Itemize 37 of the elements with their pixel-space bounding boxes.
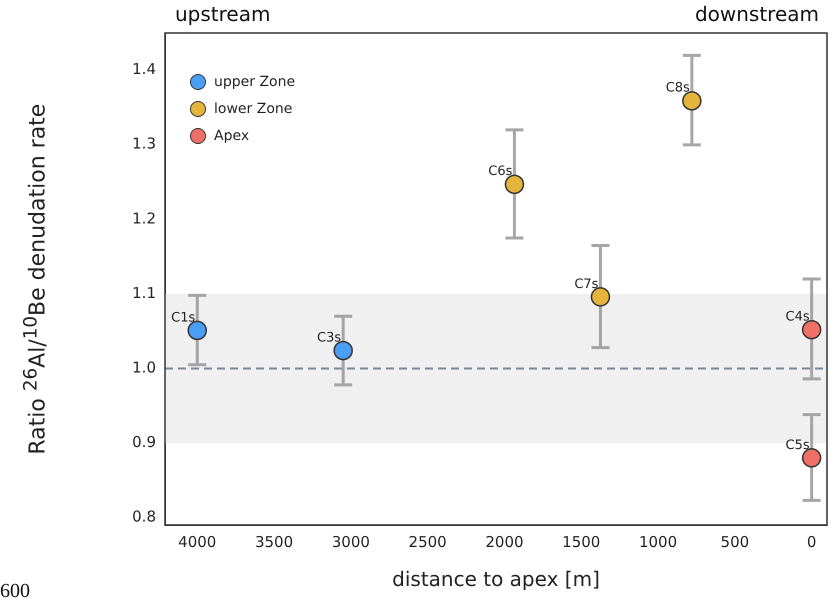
annotation: C7s [574, 276, 599, 292]
text: 600 [0, 580, 30, 603]
text: upstream [175, 2, 270, 26]
annotation: C3s [317, 330, 342, 346]
y-tick-label: 1.2 [132, 209, 156, 228]
point [590, 287, 610, 307]
point [802, 448, 822, 468]
point [333, 340, 353, 360]
x-tick-label: 2500 [408, 532, 447, 551]
y-tick-label: 1.1 [132, 284, 156, 302]
y-tick-label: 1.4 [132, 60, 156, 78]
point [682, 91, 702, 111]
y-tick-label: 1.0 [132, 358, 156, 376]
y-tick-label: 0.8 [132, 507, 156, 526]
point [802, 320, 822, 340]
x-tick-label: 1000 [638, 532, 678, 551]
y-tick-label: 1.3 [132, 134, 156, 153]
point [504, 174, 524, 194]
annotation: C8s [666, 80, 690, 96]
x-tick-label: 1500 [562, 532, 600, 551]
x-tick-label: 3500 [254, 532, 294, 551]
annotation: C1s [171, 310, 196, 326]
legend-label: upper Zone [214, 74, 296, 90]
x-tick-label: 4000 [178, 532, 216, 551]
x-tick-label: 0 [806, 532, 816, 551]
legend-label: lower Zone [214, 100, 292, 116]
annotation: C5s [786, 438, 810, 453]
annotation: C6s [488, 164, 513, 180]
x-tick-label: 500 [720, 532, 750, 551]
x-axis-title: distance to apex [m] [392, 567, 600, 592]
x-tick-label: 3000 [332, 532, 370, 551]
point [188, 320, 208, 340]
x-tick-label: 2000 [485, 532, 524, 551]
text: downstream [694, 2, 819, 26]
annotation: C4s [786, 310, 810, 325]
y-tick-label: 0.9 [132, 432, 156, 451]
legend-label: Apex [214, 128, 250, 144]
